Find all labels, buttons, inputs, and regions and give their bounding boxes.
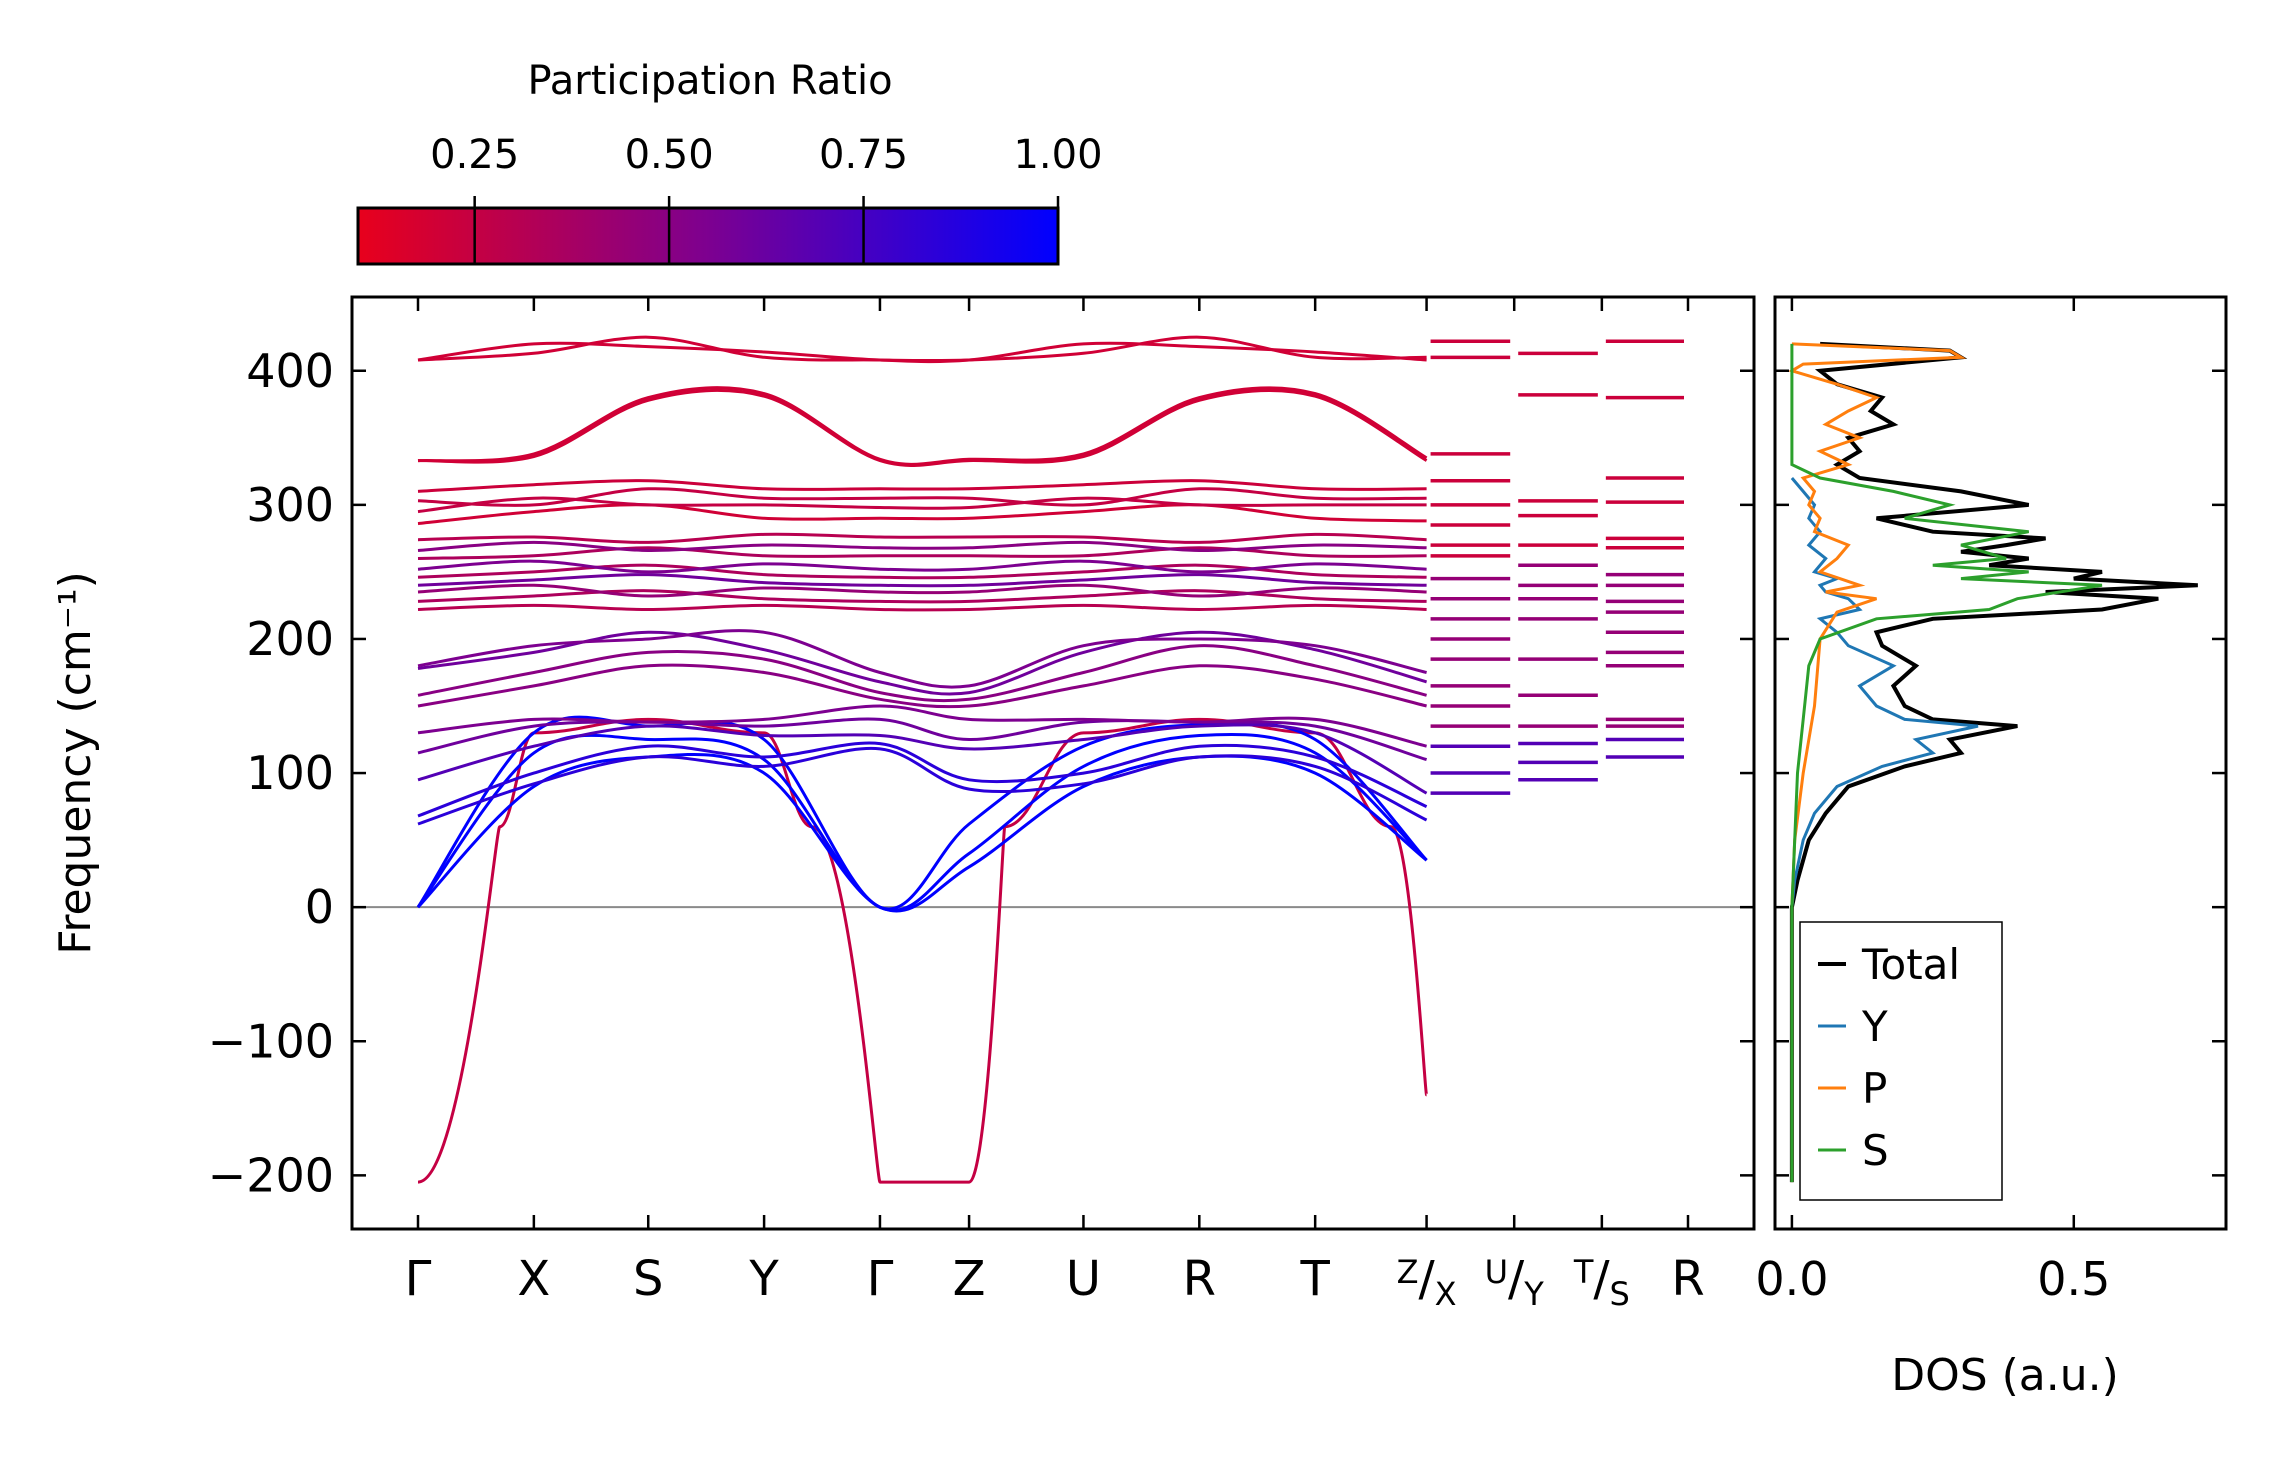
band-y-axis-label: Frequency (cm⁻¹): [50, 571, 101, 955]
band-y-tick-label: 200: [246, 612, 334, 666]
band-y-tick-label: 100: [246, 746, 334, 800]
band-branch: [417, 663, 1427, 709]
colorbar-tick-label: 0.50: [625, 132, 714, 178]
band-branch: [417, 589, 1427, 604]
band-x-tick-label-slash: /: [1418, 1251, 1435, 1307]
dos-axes-frame: [1773, 295, 2228, 1231]
band-branch: [416, 715, 1428, 911]
band-x-tick-label-sup: T: [1573, 1253, 1594, 1291]
band-x-tick-label: U/Y: [1485, 1251, 1545, 1313]
band-branch: [417, 479, 1427, 493]
band-branch: [417, 629, 1427, 689]
band-x-tick-label: X: [517, 1251, 550, 1307]
dos-panel: 0.0 0.5 DOS (a.u.) Total YPS: [1755, 295, 2228, 1401]
band-branch: [417, 532, 1427, 544]
band-x-tick-label: R: [1183, 1251, 1216, 1307]
band-branch: [416, 752, 1428, 913]
band-y-tick-label: 0: [305, 880, 334, 934]
band-x-tick-label: U: [1066, 1251, 1101, 1307]
band-x-tick-label: Z: [953, 1251, 986, 1307]
band-branch: [417, 717, 1428, 762]
band-x-tick-label: Γ: [867, 1251, 894, 1307]
band-branch: [417, 487, 1427, 507]
band-branch: [417, 741, 1428, 818]
band-y-tick-label: 300: [246, 478, 334, 532]
band-x-tick-label-sub: Y: [1523, 1275, 1544, 1313]
colorbar: Participation Ratio 0.25 0.50 0.75 1.00: [356, 58, 1103, 266]
band-branch: [417, 573, 1427, 588]
dos-legend-label: S: [1862, 1126, 1889, 1175]
band-branch: [417, 546, 1427, 560]
band-branch: [417, 704, 1427, 748]
band-branch: [417, 603, 1427, 612]
band-branch: [417, 723, 1428, 795]
band-x-tick-label: Z/X: [1397, 1251, 1457, 1313]
colorbar-ticks: 0.25 0.50 0.75 1.00: [430, 132, 1103, 264]
band-branch: [417, 559, 1427, 574]
dos-series-line: [1789, 341, 2198, 1183]
band-x-tick-label: Γ: [405, 1251, 432, 1307]
band-branch: [417, 746, 1428, 826]
band-x-tick-label-sup: Z: [1397, 1253, 1419, 1291]
dos-series-line: [1790, 477, 1979, 1183]
band-branch: [417, 503, 1427, 526]
band-branch: [417, 583, 1427, 598]
band-x-tick-label-sub: X: [1435, 1275, 1457, 1313]
band-branch: [417, 335, 1427, 363]
band-branch: [417, 540, 1427, 553]
band-x-tick-label: Y: [748, 1251, 779, 1307]
band-x-tick-label-sub: S: [1610, 1275, 1630, 1313]
band-x-tick-label: S: [633, 1251, 663, 1307]
dos-series-line: [1790, 343, 2103, 1183]
band-y-tick-label: −200: [208, 1148, 334, 1202]
colorbar-tick-label: 1.00: [1013, 132, 1102, 178]
band-branch: [417, 644, 1427, 703]
band-y-tick-label: 400: [246, 344, 334, 398]
colorbar-title: Participation Ratio: [527, 58, 892, 104]
band-lines: [416, 335, 1684, 1184]
dos-legend-box: [1799, 921, 2003, 1201]
dos-x-axis-label: DOS (a.u.): [1891, 1350, 2119, 1401]
band-x-tick-label-slash: /: [1593, 1251, 1610, 1307]
dos-axes: 0.0 0.5: [1755, 297, 2226, 1306]
dos-x-tick-label: 0.0: [1755, 1252, 1828, 1306]
band-x-tick-label: T/S: [1573, 1251, 1630, 1313]
dos-x-tick-label: 0.5: [2037, 1252, 2110, 1306]
band-branch: [417, 496, 1427, 514]
dos-legend-label: Total: [1861, 940, 1960, 989]
band-y-tick-label: −100: [208, 1014, 334, 1068]
band-x-tick-label: R: [1671, 1251, 1704, 1307]
band-axes-frame: [350, 295, 1756, 1231]
band-branch: [417, 341, 1427, 364]
colorbar-gradient: [356, 206, 1060, 266]
band-branch: [417, 717, 1429, 1184]
colorbar-tick-label: 0.75: [819, 132, 908, 178]
dos-series-line: [1788, 342, 1967, 1183]
band-x-tick-label-sup: U: [1485, 1253, 1508, 1291]
colorbar-tick-label: 0.25: [430, 132, 519, 178]
dos-legend: Total YPS: [1799, 921, 2003, 1201]
band-x-tick-label: T: [1300, 1251, 1331, 1307]
dos-legend-label: P: [1862, 1064, 1887, 1113]
band-x-tick-label-slash: /: [1508, 1251, 1525, 1307]
band-branch: [417, 388, 1428, 467]
dos-lines: [1788, 341, 2198, 1183]
band-branch: [417, 386, 1428, 466]
dos-legend-label: Y: [1861, 1002, 1888, 1051]
